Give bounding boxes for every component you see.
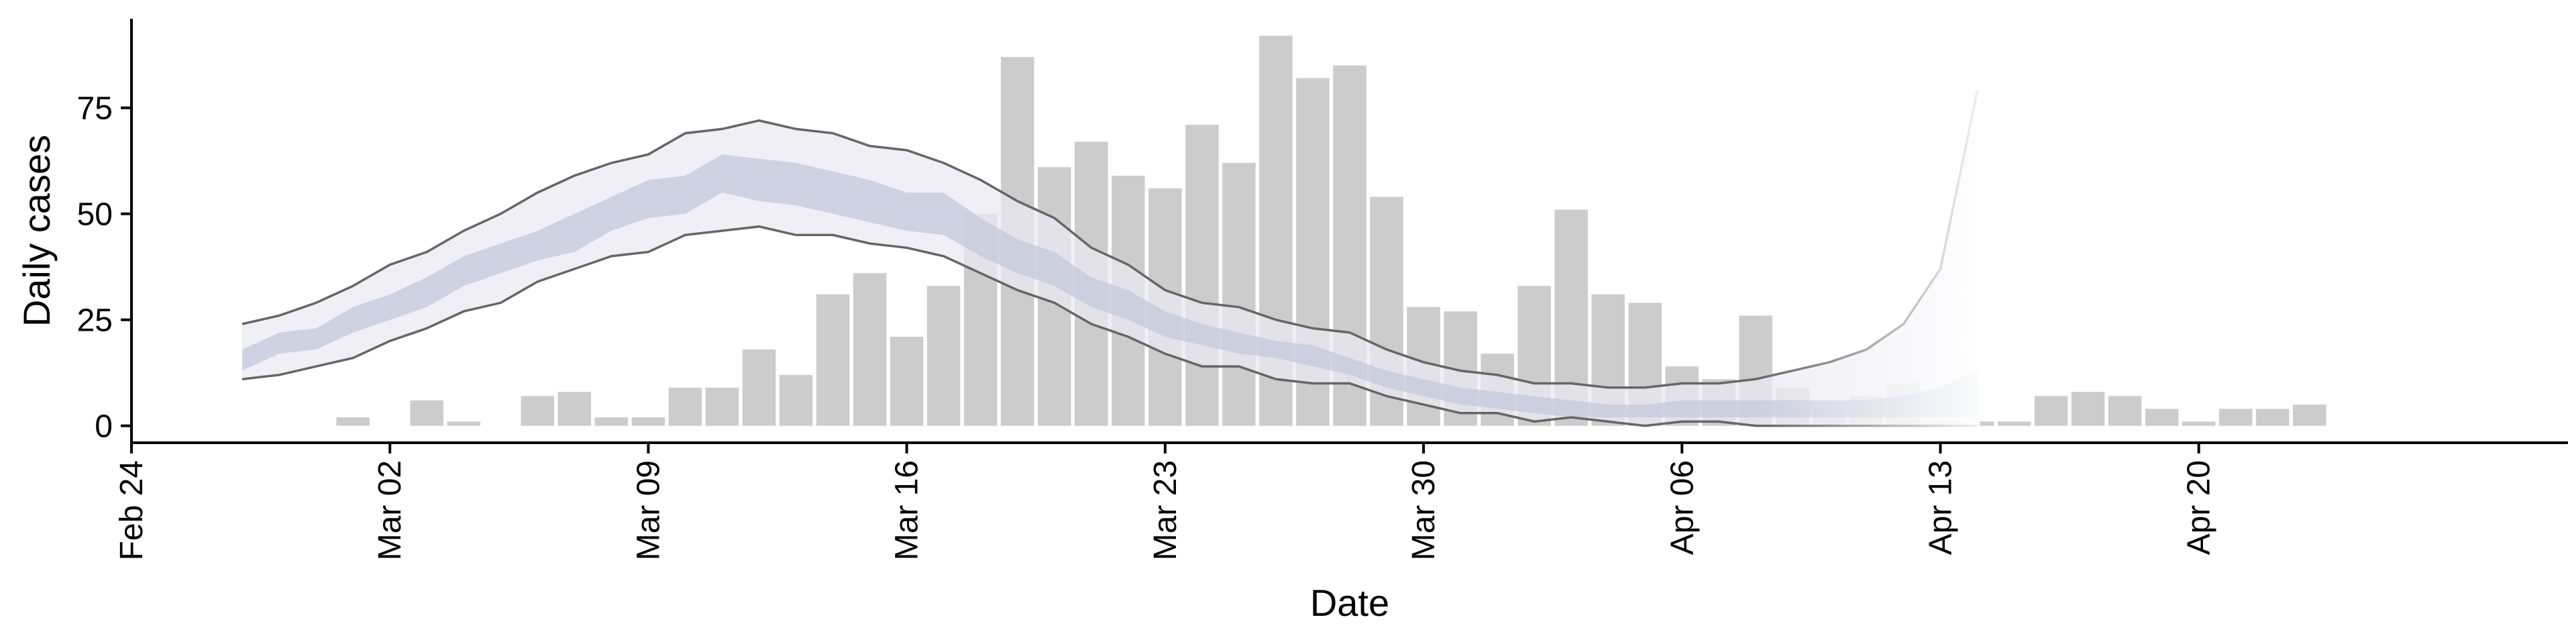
x-tick-label: Mar 23: [1148, 460, 1183, 560]
ribbon-layer: [241, 91, 1979, 427]
bar: [410, 400, 444, 426]
inner-band: [242, 154, 1978, 418]
upper-bound-line: [241, 91, 1979, 389]
bar: [2108, 396, 2142, 426]
bar: [2218, 409, 2253, 426]
bar: [2255, 409, 2290, 426]
bar: [1997, 421, 2031, 426]
y-tick-label: 0: [95, 409, 113, 445]
x-tick-label: Mar 09: [631, 460, 666, 560]
x-tick-label: Apr 13: [1923, 460, 1958, 555]
bar: [521, 396, 555, 426]
bar: [2293, 405, 2326, 426]
bar: [2034, 396, 2068, 426]
y-tick-label: 75: [77, 91, 113, 127]
bar: [2071, 392, 2105, 426]
bar: [890, 337, 924, 426]
y-tick-label: 50: [77, 197, 113, 233]
y-tick-label: 25: [77, 303, 113, 339]
x-tick-label: Mar 16: [890, 460, 925, 560]
bar: [2145, 409, 2179, 426]
x-tick-label: Apr 20: [2182, 460, 2217, 555]
bar: [1222, 162, 1256, 426]
bar: [926, 286, 961, 426]
x-tick-label: Apr 06: [1664, 460, 1700, 555]
bar: [816, 294, 850, 426]
bar: [668, 387, 702, 426]
bar: [594, 417, 629, 426]
bar: [853, 273, 887, 426]
x-tick-label: Mar 30: [1406, 460, 1442, 560]
outer-band: [242, 91, 1978, 426]
bar: [705, 387, 739, 426]
x-tick-label: Mar 02: [372, 460, 408, 560]
bar: [336, 417, 370, 426]
bar: [447, 421, 481, 426]
x-tick-label: Feb 24: [114, 460, 150, 560]
bar: [557, 392, 592, 426]
y-axis-title: Daily cases: [15, 135, 58, 327]
projection-fade: [1756, 5, 1980, 443]
x-axis-title: Date: [1310, 582, 1389, 624]
bar: [2182, 421, 2216, 426]
bar: [742, 349, 776, 426]
axes: 0 25 50 75 Feb 24 Mar 02 Mar 09 Mar 16 Mar 23 Mar…: [77, 19, 2568, 560]
bar: [1185, 125, 1219, 426]
bar: [779, 374, 813, 426]
bar: [631, 417, 665, 426]
lower-bound-line: [241, 225, 1978, 427]
